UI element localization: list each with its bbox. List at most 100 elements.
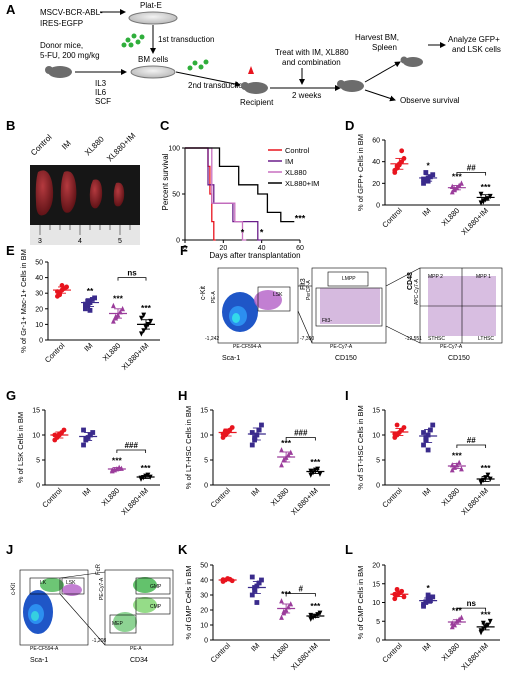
irradiation-icon [248, 66, 254, 74]
spleen-label-im: IM [60, 139, 73, 152]
flow-f-p1-ylabel: c-Kit [200, 286, 207, 300]
significance-mark: *** [481, 609, 492, 619]
data-point [252, 435, 257, 440]
comparison-bracket [285, 437, 316, 441]
comparison-label: # [299, 585, 304, 594]
spleen-label-control: Control [29, 133, 54, 158]
category-label: XL880+IM [459, 206, 490, 237]
flow-j-lsk-label: LSK [66, 580, 76, 586]
y-tick-label: 0 [204, 483, 208, 490]
flow-f-p2-xlabel: CD150 [335, 355, 357, 362]
data-point [485, 472, 491, 478]
data-point [249, 430, 255, 435]
data-point [279, 462, 284, 468]
y-tick-label: 40 [200, 578, 208, 585]
flow-f-p2-ylabel: Flt3 [300, 278, 307, 290]
survival-legend-label: XL880 [285, 168, 307, 177]
comparison-bracket [285, 593, 316, 597]
y-tick-label: 30 [200, 593, 208, 600]
y-tick-label: 10 [372, 433, 380, 440]
comparison-label: ## [467, 436, 476, 445]
flow-f-p3-yaxis: APC-Cy7-A [414, 278, 420, 305]
comparison-label: ## [467, 164, 476, 173]
y-tick-label: 0 [376, 203, 380, 210]
panel-a-schematic: MSCV-BCR-ABL- IRES-EGFP Plat-E 1st trans… [40, 1, 501, 107]
data-point [64, 284, 69, 290]
flow-f-flt3-gate [315, 287, 383, 327]
data-point [452, 622, 457, 628]
flow-j-p1-xlabel: Sca-1 [30, 657, 48, 664]
data-point [459, 466, 464, 472]
data-point [249, 574, 255, 580]
y-tick-label: 10 [200, 623, 208, 630]
flow-j-p2-xlabel: CD34 [130, 657, 148, 664]
data-point [141, 328, 147, 334]
y-tick-label: 5 [376, 619, 380, 626]
panel-letter-f: F [180, 243, 188, 258]
survival-significance: * [241, 227, 245, 237]
data-point [256, 580, 262, 586]
flow-j-lk-label: LK [40, 580, 47, 586]
data-point [430, 172, 436, 178]
panel-letter-g: G [6, 388, 16, 403]
data-point [425, 592, 431, 598]
flow-j-p2-n: -1,208 [92, 638, 106, 644]
flow-j-p2-xaxis: PE-A [130, 646, 142, 652]
data-point [449, 620, 455, 626]
data-point [288, 601, 294, 607]
data-point [421, 430, 426, 435]
category-label: XL880 [269, 486, 291, 508]
panel-letter-a: A [6, 2, 16, 17]
flow-j-link-2 [59, 593, 106, 646]
panel-letter-j: J [6, 542, 13, 557]
comparison-bracket [456, 172, 487, 176]
data-point [459, 614, 464, 620]
data-point [392, 596, 398, 602]
category-label: XL880+IM [289, 641, 320, 672]
category-label: Control [43, 341, 67, 365]
significance-mark: *** [452, 171, 463, 181]
y-axis-label: % of GMP Cells in BM [184, 565, 193, 639]
flow-f-p2-n: -7,390 [300, 336, 314, 342]
data-point [279, 614, 284, 620]
y-tick-label: 20 [372, 563, 380, 570]
flow-f-link-4 [385, 325, 421, 344]
survival-x-tick-label: 60 [296, 245, 304, 252]
vector-line-2: IRES-EGFP [40, 19, 83, 28]
survival-y-tick-label: 50 [172, 192, 180, 199]
survival-x-tick-label: 40 [258, 245, 266, 252]
flow-j-gmp-label: GMP [150, 584, 162, 590]
data-point [401, 425, 407, 430]
data-point [288, 449, 294, 455]
data-point [83, 301, 88, 307]
y-tick-label: 0 [39, 338, 43, 345]
flow-j-plot1-density [23, 578, 82, 634]
category-label: XL880 [101, 341, 123, 363]
data-point [111, 302, 116, 309]
data-point [148, 318, 153, 325]
scatter-panel-d: 0 20 40 60 % of GFP+ Cells in BM Control IM XL8… [356, 134, 500, 237]
panel-f-flow-cytometry: LSK PE-CF594-A -1,242 Sca-1 PE-A c-Kit L… [200, 267, 503, 362]
data-point [423, 437, 429, 443]
flow-f-p3-n: -12,551 [405, 336, 422, 342]
second-transduction-label: 2nd transduction [188, 81, 247, 90]
category-label: Control [40, 486, 64, 510]
ruler-number-4: 4 [78, 238, 82, 245]
y-tick-label: 20 [372, 181, 380, 188]
category-label: IM [82, 341, 94, 353]
treated-mouse-icon [337, 80, 364, 92]
y-tick-label: 15 [32, 408, 40, 415]
y-axis-label: % of CMP Cells in BM [356, 566, 365, 640]
category-label: Control [380, 206, 404, 230]
data-point [421, 180, 426, 186]
y-tick-label: 0 [376, 483, 380, 490]
category-label: IM [420, 486, 432, 498]
treat-line-1: Treat with IM, XL880 [275, 48, 349, 57]
y-axis-label: % of Gr-1+ Mac-1+ Cells in BM [19, 249, 28, 353]
panel-letter-k: K [178, 542, 188, 557]
category-label: XL880 [269, 641, 291, 663]
data-point [249, 592, 255, 598]
donor-mouse-icon [45, 66, 72, 78]
comparison-bracket [456, 607, 487, 612]
y-tick-label: 0 [36, 483, 40, 490]
